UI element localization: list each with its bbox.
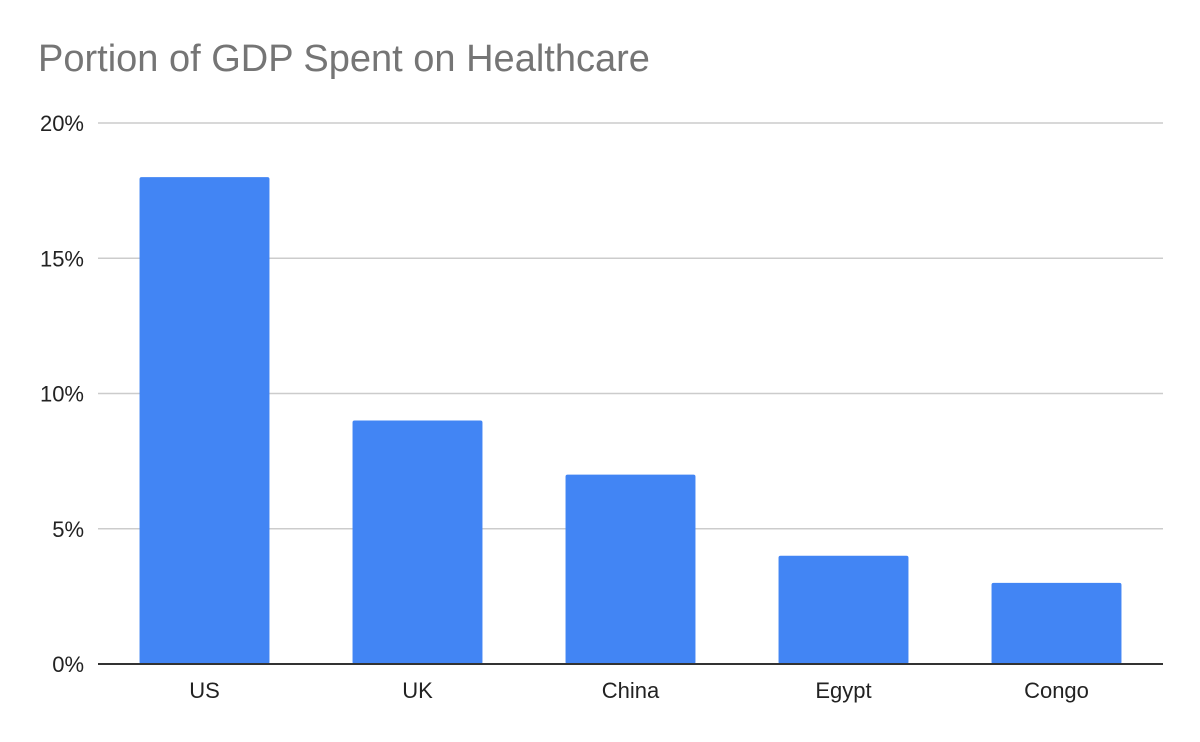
x-tick-label: Egypt — [815, 678, 871, 703]
y-tick-label: 10% — [40, 382, 84, 407]
y-tick-label: 0% — [52, 652, 84, 677]
bar-egypt — [778, 555, 909, 664]
gridlines — [98, 122, 1163, 530]
x-tick-label: US — [189, 678, 220, 703]
bar-uk — [352, 420, 483, 664]
bar-us — [139, 177, 270, 664]
bars — [139, 177, 1122, 664]
bar-china — [565, 474, 696, 664]
y-tick-label: 15% — [40, 246, 84, 271]
x-tick-label: Congo — [1024, 678, 1089, 703]
bar-congo — [991, 582, 1122, 664]
x-axis-ticks: US UK China Egypt Congo — [189, 678, 1089, 703]
chart-title: Portion of GDP Spent on Healthcare — [38, 38, 650, 80]
y-tick-label: 5% — [52, 517, 84, 542]
y-axis-ticks: 0% 5% 10% 15% 20% — [40, 111, 84, 677]
y-tick-label: 20% — [40, 111, 84, 136]
x-tick-label: China — [602, 678, 660, 703]
x-tick-label: UK — [402, 678, 433, 703]
